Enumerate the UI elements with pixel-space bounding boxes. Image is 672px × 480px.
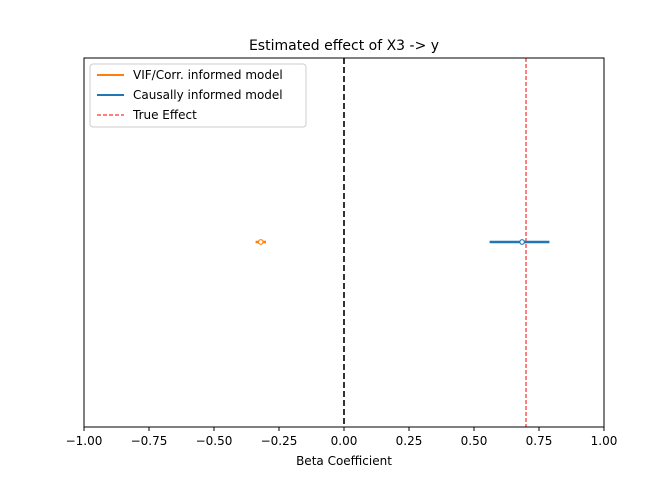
x-tick-label: 1.00 (591, 434, 618, 448)
legend-item-causal-model-label: Causally informed model (133, 88, 283, 102)
legend-box (89, 63, 307, 128)
legend: VIF/Corr. informed model Causally informe… (89, 63, 307, 128)
legend-item-true-effect-label: True Effect (132, 108, 197, 122)
causal-model-estimate-point (519, 239, 525, 245)
x-tick-label: 0.00 (331, 434, 358, 448)
x-tick-label: 0.25 (396, 434, 423, 448)
x-tick-label: −0.50 (196, 434, 233, 448)
x-tick-label: −0.25 (261, 434, 298, 448)
chart-title: Estimated effect of X3 -> y (249, 38, 439, 54)
x-tick-label: 0.50 (461, 434, 488, 448)
x-tick-label: −1.00 (66, 434, 103, 448)
plot-area: −1.00 −0.75 −0.50 −0.25 0.00 0.25 0.50 0.75 1.00 (66, 57, 618, 448)
x-tick-label: −0.75 (131, 434, 168, 448)
x-tick-label: 0.75 (526, 434, 553, 448)
legend-item-vif-model-label: VIF/Corr. informed model (133, 68, 283, 82)
x-axis-label: Beta Coefficient (296, 454, 392, 468)
vif-model-estimate-point (257, 239, 264, 245)
